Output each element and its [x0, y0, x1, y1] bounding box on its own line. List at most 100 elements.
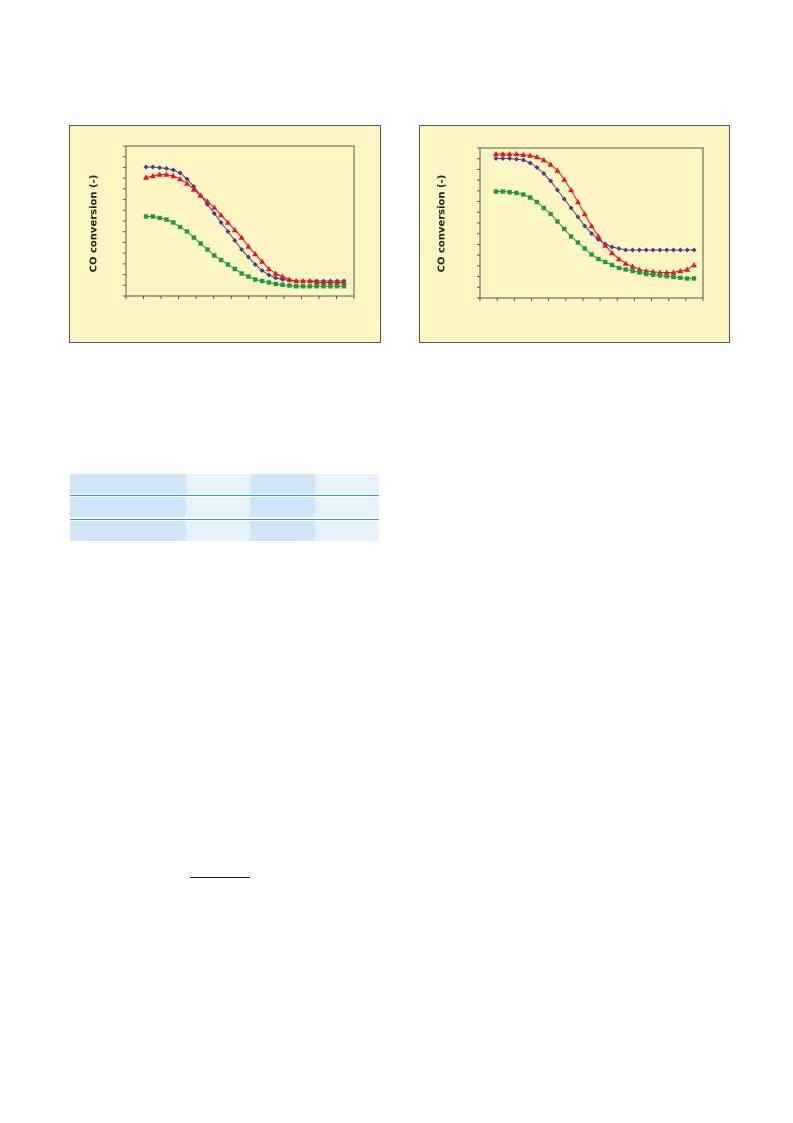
data-point	[513, 156, 519, 162]
data-point	[623, 247, 629, 253]
data-point	[143, 174, 149, 180]
data-point	[677, 268, 684, 274]
table-cell	[186, 521, 250, 541]
data-point	[527, 160, 533, 166]
data-point	[547, 161, 554, 167]
data-point	[534, 199, 540, 205]
data-point	[616, 265, 622, 271]
data-point	[609, 250, 616, 256]
data-point	[205, 247, 210, 252]
data-point	[280, 282, 285, 287]
data-point	[252, 262, 258, 267]
table-cell	[315, 497, 379, 517]
data-point	[163, 171, 170, 177]
chart-plot-right	[477, 147, 704, 301]
data-point	[225, 262, 231, 267]
fraction-line	[190, 877, 250, 878]
data-point	[533, 154, 540, 160]
data-point	[684, 266, 691, 272]
data-point	[171, 220, 176, 225]
table-rule	[70, 519, 379, 520]
data-point	[500, 189, 506, 194]
data-point	[238, 234, 245, 240]
table-cell	[186, 497, 250, 517]
data-point	[657, 247, 663, 253]
data-point	[184, 229, 190, 234]
data-point	[581, 211, 588, 217]
data-point	[272, 270, 279, 276]
data-point	[184, 176, 190, 182]
data-point	[671, 247, 677, 253]
data-point	[293, 278, 300, 284]
data-point	[314, 284, 319, 289]
data-point	[307, 284, 313, 289]
data-point	[568, 187, 575, 193]
data-point	[197, 192, 204, 198]
table-cell	[315, 521, 379, 541]
data-point	[279, 273, 286, 279]
data-point	[265, 266, 272, 272]
data-point	[507, 190, 512, 195]
plot-area	[479, 147, 704, 299]
data-point	[615, 256, 622, 262]
data-point	[507, 156, 513, 161]
data-point	[575, 214, 581, 220]
data-point	[245, 254, 251, 260]
data-point	[561, 196, 567, 202]
data-point	[506, 151, 513, 157]
data-point	[527, 152, 534, 158]
data-point	[548, 211, 553, 217]
table-cell	[70, 497, 186, 517]
data-point	[664, 274, 669, 279]
data-point	[177, 224, 183, 230]
data-point	[664, 247, 670, 253]
data-point	[334, 279, 341, 285]
table-cell	[250, 497, 315, 517]
data-point	[521, 192, 526, 197]
data-point	[555, 219, 560, 224]
data-point	[327, 279, 334, 285]
data-point	[143, 164, 149, 170]
data-point	[691, 276, 697, 281]
data-point	[602, 242, 609, 248]
table-rule	[70, 495, 379, 496]
data-point	[287, 283, 292, 288]
data-point	[520, 151, 527, 157]
data-point	[266, 272, 272, 278]
data-point	[596, 256, 601, 262]
data-point	[170, 167, 176, 173]
data-point	[616, 246, 622, 251]
data-point	[177, 176, 184, 182]
data-point	[677, 247, 683, 253]
data-point	[273, 281, 278, 287]
data-point	[493, 151, 499, 157]
series-line	[496, 153, 695, 273]
data-point	[670, 269, 677, 275]
data-point	[513, 151, 520, 157]
data-point	[218, 257, 224, 263]
data-point	[183, 180, 190, 186]
data-point	[163, 166, 169, 171]
data-point	[231, 227, 238, 233]
data-point	[300, 278, 307, 284]
data-point	[534, 165, 540, 170]
data-point	[582, 246, 587, 251]
data-point	[149, 173, 156, 179]
table-cell	[250, 474, 315, 494]
data-point	[164, 217, 169, 222]
data-point	[198, 241, 203, 246]
data-point	[568, 234, 574, 239]
data-point	[150, 214, 156, 219]
data-point	[499, 151, 506, 157]
data-point	[527, 195, 533, 200]
data-point	[211, 204, 218, 210]
data-point	[657, 273, 663, 278]
data-point	[232, 238, 238, 243]
data-point	[157, 215, 162, 221]
data-point	[341, 284, 347, 289]
data-point	[190, 186, 197, 192]
data-point	[266, 280, 272, 285]
data-point	[520, 157, 526, 163]
data-point	[691, 247, 697, 253]
table-cell	[70, 521, 186, 541]
